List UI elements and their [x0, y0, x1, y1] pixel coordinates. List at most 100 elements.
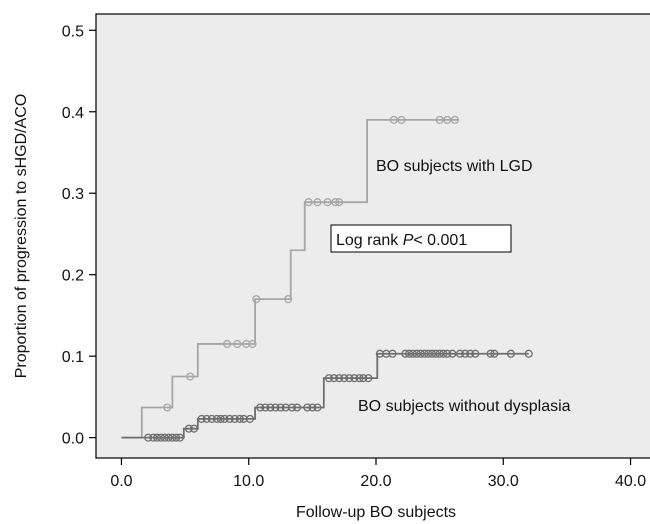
y-tick-label: 0.0 — [62, 431, 84, 448]
censored-point — [335, 374, 344, 383]
censored-point — [450, 115, 459, 124]
censored-point — [304, 198, 313, 207]
series-0 — [121, 115, 459, 439]
censored-point — [355, 374, 364, 383]
censored-point — [271, 403, 280, 412]
y-tick-label: 0.5 — [62, 23, 84, 40]
censored-point — [303, 403, 312, 412]
series-1 — [121, 349, 533, 442]
censored-point — [443, 349, 452, 358]
censored-point — [313, 403, 322, 412]
censored-point — [225, 414, 234, 423]
censored-point — [189, 424, 199, 433]
censored-point — [252, 295, 261, 304]
censored-point — [144, 433, 153, 442]
y-tick-label: 0.4 — [62, 105, 84, 122]
censored-point — [323, 198, 332, 207]
censored-point — [220, 414, 229, 423]
censored-point — [424, 349, 433, 358]
censored-point — [164, 433, 173, 442]
series-line — [121, 352, 529, 439]
censored-point — [345, 374, 354, 383]
annotation-lgd: BO subjects with LGD — [376, 158, 533, 175]
y-axis-title: Proportion of progression to sHGD/ACO — [13, 94, 30, 379]
censored-point — [308, 403, 317, 412]
annotation-no-dysplasia: BO subjects without dysplasia — [358, 398, 571, 415]
x-tick-label: 30.0 — [488, 473, 519, 490]
censored-point — [405, 349, 414, 358]
censored-point — [276, 403, 285, 412]
censored-point — [186, 372, 195, 381]
logrank-box — [330, 224, 512, 253]
censored-point — [245, 414, 255, 423]
x-axis-title: Follow-up BO subjects — [296, 504, 456, 521]
censored-point — [156, 433, 165, 442]
censored-point — [197, 414, 206, 423]
y-tick-label: 0.2 — [62, 268, 84, 285]
censored-point — [163, 403, 172, 412]
x-tick-label: 20.0 — [360, 473, 391, 490]
censored-point — [420, 349, 429, 358]
y-tick-label: 0.1 — [62, 349, 84, 366]
censored-point — [448, 349, 457, 358]
censored-point — [350, 374, 359, 383]
censored-point — [184, 424, 193, 433]
censored-point — [471, 349, 480, 358]
censored-point — [340, 374, 349, 383]
censored-point — [435, 115, 444, 124]
x-tick-label: 10.0 — [233, 473, 264, 490]
censored-point — [486, 349, 495, 358]
censored-point — [153, 433, 162, 442]
censored-point — [435, 349, 444, 358]
censored-point — [216, 414, 225, 423]
series-layer — [121, 115, 533, 442]
censored-point — [202, 414, 211, 423]
axes: 0.0 0.1 0.2 0.3 0.4 0.5 0.0 10.0 20.0 30.0 40.0 — [62, 23, 646, 490]
censored-point — [359, 374, 368, 383]
censored-point — [313, 198, 322, 207]
censored-point — [168, 433, 177, 442]
censored-point — [466, 349, 475, 358]
censored-point — [455, 349, 465, 358]
censored-point — [431, 349, 440, 358]
censored-point — [490, 349, 499, 358]
censored-point — [212, 414, 221, 423]
censored-point — [401, 349, 410, 358]
censored-point — [329, 374, 339, 383]
censored-point — [335, 198, 344, 207]
censored-point — [175, 433, 185, 442]
censored-point — [223, 339, 232, 348]
censored-point — [331, 198, 340, 207]
logrank-prefix: Log rank — [336, 232, 403, 249]
censored-point — [287, 403, 297, 412]
censored-point — [149, 433, 158, 442]
censored-point — [293, 403, 302, 412]
logrank-label: Log rank P< 0.001 — [336, 232, 467, 249]
censored-point — [172, 433, 181, 442]
censored-point — [416, 349, 425, 358]
censored-point — [235, 414, 244, 423]
censored-point — [397, 115, 406, 124]
logrank-suffix: < 0.001 — [413, 232, 467, 249]
censored-point — [324, 374, 333, 383]
censored-point — [364, 374, 373, 383]
censored-point — [256, 403, 265, 412]
censored-point — [443, 115, 452, 124]
x-tick-label: 0.0 — [110, 473, 132, 490]
censored-point — [427, 349, 437, 358]
censored-point — [261, 403, 270, 412]
censored-point — [284, 295, 293, 304]
censored-point — [233, 339, 242, 348]
censored-point — [230, 414, 239, 423]
censored-point — [408, 349, 417, 358]
censored-point — [461, 349, 470, 358]
logrank-p: P — [403, 232, 414, 249]
x-tick-label: 40.0 — [615, 473, 646, 490]
censored-point — [524, 349, 533, 358]
censored-point — [160, 433, 169, 442]
censored-point — [439, 349, 448, 358]
censored-point — [266, 403, 275, 412]
censored-point — [207, 414, 216, 423]
censored-point — [388, 349, 397, 358]
